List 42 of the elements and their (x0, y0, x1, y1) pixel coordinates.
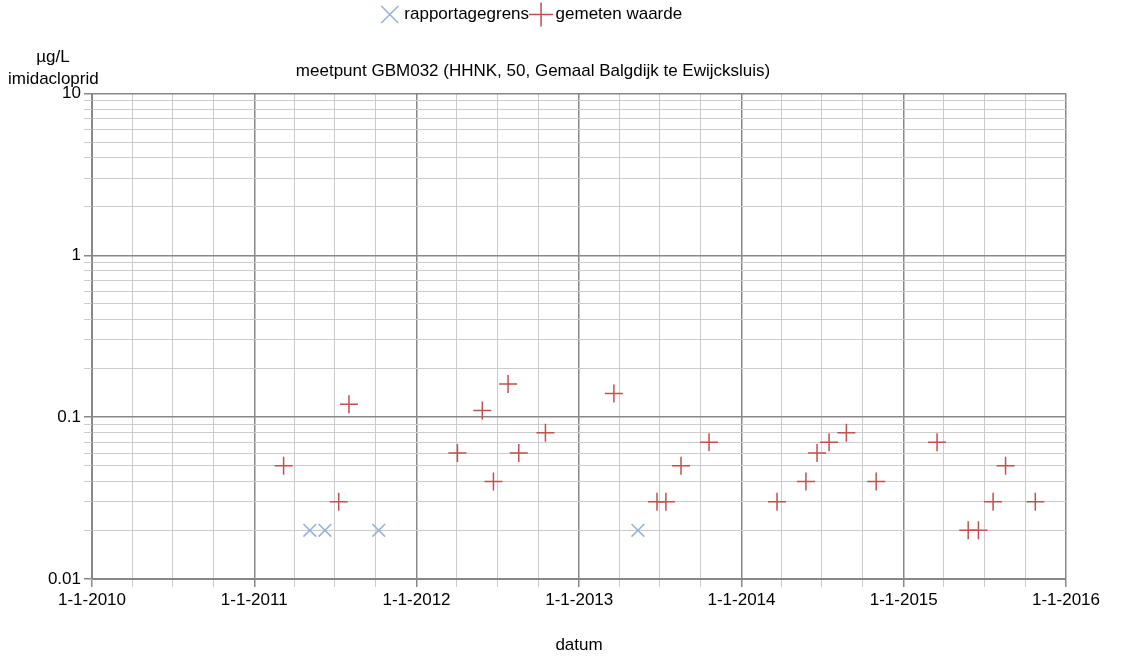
point (483, 471, 504, 492)
point (807, 443, 827, 463)
x-tick-label: 1-1-2016 (1031, 589, 1101, 609)
point (983, 492, 1003, 512)
point (671, 456, 691, 476)
point (836, 423, 857, 443)
point (498, 374, 518, 394)
x-tick-label: 1-1-2013 (545, 589, 614, 609)
y-tick-label: 0.01 (47, 568, 81, 588)
point (339, 394, 359, 415)
point (1025, 492, 1046, 512)
y-tick-label: 0.1 (57, 406, 81, 426)
point (995, 456, 1016, 476)
legend-label: gemeten waarde (555, 4, 683, 24)
point (819, 432, 839, 452)
chart-title: meetpunt GBM032 (HHNK, 50, Gemaal Balgdijk te Ewijcksluis) (295, 60, 771, 80)
point (968, 520, 989, 541)
point (472, 400, 493, 421)
x-tick-label: 1-1-2012 (382, 589, 451, 609)
point (535, 423, 556, 443)
point (866, 471, 886, 492)
point (302, 523, 317, 538)
x-tick-label: 1-1-2010 (57, 589, 127, 609)
point (604, 383, 624, 404)
x-tick-label: 1-1-2014 (707, 589, 776, 609)
point (273, 456, 294, 476)
point (927, 432, 947, 452)
point (796, 471, 816, 492)
x-tick-label: 1-1-2015 (869, 589, 938, 609)
point (317, 523, 333, 538)
point (509, 443, 529, 463)
x-tick-label: 1-1-2011 (220, 589, 288, 609)
y-tick-label: 1 (71, 244, 81, 264)
point (630, 523, 646, 538)
point (767, 492, 787, 512)
point (656, 492, 676, 512)
point (371, 523, 386, 538)
point (328, 492, 349, 512)
point (447, 443, 468, 463)
x-axis-title: datum (555, 635, 603, 655)
point (699, 432, 719, 452)
legend-label: rapportagegrens (404, 4, 530, 24)
